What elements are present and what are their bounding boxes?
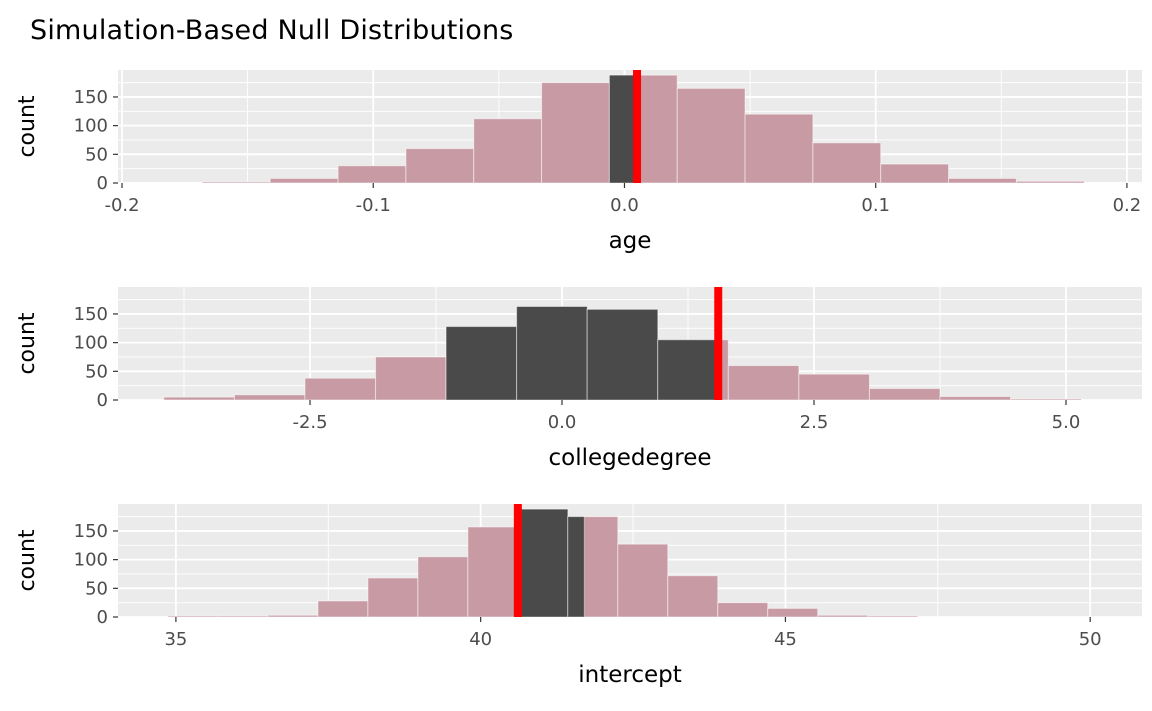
x-tick-label: 40 bbox=[469, 629, 492, 650]
histogram-bar bbox=[233, 394, 306, 401]
y-tick-label: 0 bbox=[97, 390, 108, 411]
histogram-bar bbox=[744, 113, 814, 184]
x-tick-label: 0.2 bbox=[1113, 195, 1142, 216]
histogram-bar bbox=[417, 556, 469, 618]
y-axis-title: count bbox=[15, 529, 40, 591]
histogram-bar bbox=[541, 82, 610, 184]
histogram-bar bbox=[767, 607, 819, 618]
y-axis-title: count bbox=[15, 312, 40, 374]
histogram-bar bbox=[617, 543, 669, 618]
x-axis-title: collegedegree bbox=[549, 445, 712, 471]
histogram-bar bbox=[727, 365, 800, 401]
histogram-bar bbox=[948, 177, 1017, 184]
y-tick-label: 100 bbox=[74, 333, 108, 354]
observed-stat-line bbox=[633, 70, 642, 183]
histogram-bar bbox=[939, 396, 1012, 401]
histogram-bar bbox=[817, 614, 869, 618]
y-tick-label: 150 bbox=[74, 87, 108, 108]
histogram-bar bbox=[269, 177, 339, 184]
shaded-histogram-bar bbox=[517, 508, 569, 618]
histogram-bar bbox=[717, 602, 769, 618]
histogram-bar bbox=[367, 577, 419, 618]
shaded-histogram-bar bbox=[516, 306, 588, 401]
observed-stat-line bbox=[513, 504, 522, 617]
histogram-bar bbox=[405, 148, 475, 184]
y-tick-label: 150 bbox=[74, 304, 108, 325]
histogram-bar bbox=[798, 373, 870, 401]
y-tick-label: 150 bbox=[74, 521, 108, 542]
histogram-bar bbox=[1010, 398, 1082, 401]
observed-stat-line bbox=[714, 287, 723, 400]
x-tick-label: 45 bbox=[774, 629, 797, 650]
facet-collegedegree: -2.5 0.0 2.5 5.0 0 50 100 150 count collegedegree bbox=[15, 287, 1142, 471]
x-tick-label: 0.0 bbox=[610, 195, 639, 216]
x-tick-label: 5.0 bbox=[1052, 412, 1081, 433]
histogram-bar bbox=[217, 615, 269, 618]
x-tick-label: -0.2 bbox=[104, 195, 139, 216]
facet-age: -0.2 -0.1 0.0 0.1 0.2 0 50 100 150 count age bbox=[15, 70, 1142, 254]
shaded-histogram-bar bbox=[657, 339, 719, 401]
x-tick-label: 0.0 bbox=[548, 412, 577, 433]
histogram-bar bbox=[1015, 180, 1085, 184]
facet-intercept: 35 40 45 50 0 50 100 150 count intercept bbox=[15, 504, 1142, 688]
histogram-bar bbox=[473, 118, 543, 184]
x-tick-label: -0.1 bbox=[356, 195, 391, 216]
y-tick-label: 50 bbox=[85, 144, 108, 165]
shaded-histogram-bar bbox=[608, 74, 638, 184]
histogram-bar bbox=[167, 615, 219, 618]
plot-title: Simulation-Based Null Distributions bbox=[30, 15, 514, 46]
y-tick-label: 50 bbox=[85, 361, 108, 382]
y-tick-label: 100 bbox=[74, 116, 108, 137]
y-tick-label: 50 bbox=[85, 578, 108, 599]
shaded-histogram-bar bbox=[567, 516, 585, 618]
x-tick-label: 2.5 bbox=[800, 412, 829, 433]
histogram-bar bbox=[880, 163, 950, 184]
histogram-bar bbox=[337, 165, 407, 184]
histogram-bar bbox=[467, 526, 519, 618]
histogram-bar bbox=[375, 356, 447, 401]
histogram-bar bbox=[304, 377, 377, 401]
x-tick-label: 35 bbox=[164, 629, 187, 650]
x-tick-label: -2.5 bbox=[292, 412, 327, 433]
histogram-bar bbox=[267, 614, 319, 618]
histogram-bar bbox=[317, 600, 369, 618]
histogram-bar bbox=[163, 396, 235, 401]
histogram-bar bbox=[812, 142, 882, 184]
histogram-bar bbox=[868, 388, 941, 401]
histogram-bar bbox=[201, 181, 271, 184]
y-tick-label: 0 bbox=[97, 607, 108, 628]
histogram-bar bbox=[676, 87, 746, 184]
x-tick-label: 50 bbox=[1079, 629, 1102, 650]
shaded-histogram-bar bbox=[586, 308, 659, 401]
histogram-bar bbox=[867, 615, 919, 618]
x-axis-title: age bbox=[609, 228, 652, 254]
y-axis-title: count bbox=[15, 95, 40, 157]
y-tick-label: 100 bbox=[74, 550, 108, 571]
x-axis-title: intercept bbox=[578, 662, 682, 688]
y-tick-label: 0 bbox=[97, 173, 108, 194]
shaded-histogram-bar bbox=[445, 326, 518, 401]
histogram-bar bbox=[667, 575, 719, 618]
x-tick-label: 0.1 bbox=[861, 195, 890, 216]
